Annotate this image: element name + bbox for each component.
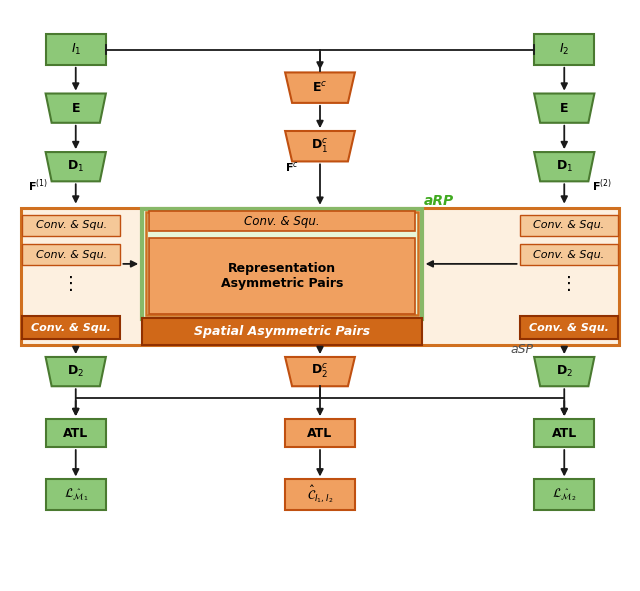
Text: $\mathbf{E}$: $\mathbf{E}$ [71, 102, 81, 115]
FancyBboxPatch shape [148, 211, 415, 231]
FancyBboxPatch shape [45, 419, 106, 447]
FancyBboxPatch shape [534, 34, 595, 65]
Text: Conv. & Squ.: Conv. & Squ. [244, 215, 320, 228]
FancyBboxPatch shape [22, 244, 120, 265]
Text: ⋮: ⋮ [560, 275, 578, 293]
FancyBboxPatch shape [20, 207, 620, 345]
Text: $\mathbf{F}^{(2)}$: $\mathbf{F}^{(2)}$ [592, 177, 612, 194]
Text: ATL: ATL [307, 427, 333, 440]
Text: aRP: aRP [424, 194, 454, 209]
Text: $\mathcal{L}_{\hat{\mathcal{M}}_2}$: $\mathcal{L}_{\hat{\mathcal{M}}_2}$ [552, 486, 577, 503]
Polygon shape [45, 93, 106, 123]
Text: Spatial Asymmetric Pairs: Spatial Asymmetric Pairs [194, 325, 370, 338]
Text: $\mathbf{D}_2^c$: $\mathbf{D}_2^c$ [312, 363, 328, 381]
Polygon shape [285, 131, 355, 161]
FancyBboxPatch shape [285, 419, 355, 447]
Text: $\mathbf{D}_1^c$: $\mathbf{D}_1^c$ [312, 138, 328, 155]
Text: ⋮: ⋮ [62, 275, 80, 293]
Text: $\mathbf{F}^{(1)}$: $\mathbf{F}^{(1)}$ [28, 177, 48, 194]
Polygon shape [534, 357, 595, 387]
FancyBboxPatch shape [22, 215, 120, 236]
FancyBboxPatch shape [285, 479, 355, 510]
Polygon shape [285, 73, 355, 103]
Text: $\mathbf{D}_1$: $\mathbf{D}_1$ [67, 159, 84, 174]
Polygon shape [534, 93, 595, 123]
FancyBboxPatch shape [45, 34, 106, 65]
Text: $\mathbf{D}_2$: $\mathbf{D}_2$ [67, 364, 84, 379]
Text: $\mathbf{D}_2$: $\mathbf{D}_2$ [556, 364, 573, 379]
Text: $\mathbf{F}^c$: $\mathbf{F}^c$ [285, 160, 298, 174]
FancyBboxPatch shape [22, 316, 120, 339]
Text: Conv. & Squ.: Conv. & Squ. [533, 249, 604, 259]
Polygon shape [45, 357, 106, 387]
Text: $\mathbf{E}^c$: $\mathbf{E}^c$ [312, 80, 328, 95]
Text: $\mathit{I}_2$: $\mathit{I}_2$ [559, 42, 570, 57]
Text: Conv. & Squ.: Conv. & Squ. [36, 220, 107, 230]
FancyBboxPatch shape [45, 479, 106, 510]
Text: Conv. & Squ.: Conv. & Squ. [31, 323, 111, 333]
Text: $\mathbf{E}$: $\mathbf{E}$ [559, 102, 569, 115]
Text: ATL: ATL [552, 427, 577, 440]
Text: Conv. & Squ.: Conv. & Squ. [533, 220, 604, 230]
FancyBboxPatch shape [520, 316, 618, 339]
FancyBboxPatch shape [142, 209, 422, 319]
Text: Conv. & Squ.: Conv. & Squ. [36, 249, 107, 259]
Polygon shape [534, 152, 595, 181]
Polygon shape [285, 357, 355, 387]
Text: $\mathit{I}_1$: $\mathit{I}_1$ [70, 42, 81, 57]
Text: ATL: ATL [63, 427, 88, 440]
Text: $\hat{\mathcal{C}}_{I_1,I_2}$: $\hat{\mathcal{C}}_{I_1,I_2}$ [307, 484, 333, 505]
FancyBboxPatch shape [148, 238, 415, 314]
FancyBboxPatch shape [520, 244, 618, 265]
Polygon shape [45, 152, 106, 181]
Text: $\mathcal{L}_{\hat{\mathcal{M}}_1}$: $\mathcal{L}_{\hat{\mathcal{M}}_1}$ [63, 486, 88, 503]
Text: aSP: aSP [510, 343, 533, 356]
Text: $\mathbf{D}_1$: $\mathbf{D}_1$ [556, 159, 573, 174]
Text: Conv. & Squ.: Conv. & Squ. [529, 323, 609, 333]
FancyBboxPatch shape [142, 319, 422, 345]
FancyBboxPatch shape [534, 479, 595, 510]
Text: Representation
Asymmetric Pairs: Representation Asymmetric Pairs [221, 262, 343, 290]
FancyBboxPatch shape [520, 215, 618, 236]
FancyBboxPatch shape [534, 419, 595, 447]
